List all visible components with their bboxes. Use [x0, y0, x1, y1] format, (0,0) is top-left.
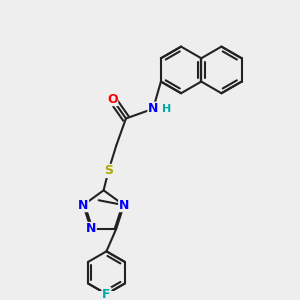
Text: N: N	[148, 102, 158, 115]
Text: F: F	[102, 288, 111, 300]
Text: O: O	[107, 93, 118, 106]
Text: N: N	[86, 223, 96, 236]
Text: N: N	[119, 199, 129, 212]
Text: N: N	[78, 199, 88, 212]
Text: S: S	[104, 164, 113, 177]
Text: H: H	[162, 104, 171, 114]
